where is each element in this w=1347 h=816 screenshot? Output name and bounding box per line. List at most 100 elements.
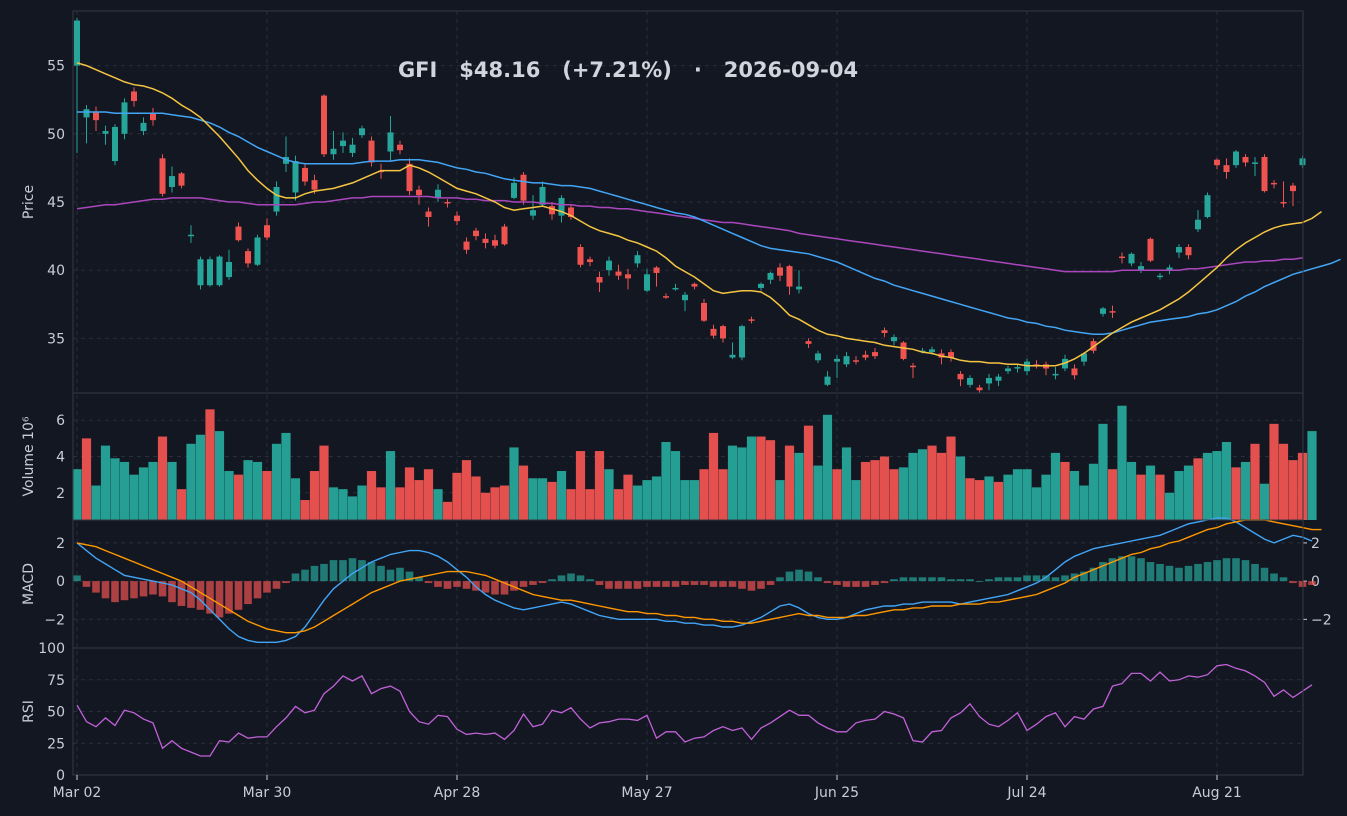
macd-histogram-bar [700, 581, 708, 585]
macd-histogram-bar [633, 581, 642, 589]
volume-bar [775, 480, 785, 520]
volume-bar [1003, 474, 1013, 520]
macd-histogram-bar [595, 581, 604, 585]
rsi-line [76, 663, 1313, 757]
candle-body [349, 144, 356, 153]
candle-body [121, 102, 128, 134]
candle-body [102, 131, 109, 134]
price-axis-tick-label: 50 [47, 127, 65, 143]
rsi-axis-tick-label: 50 [47, 705, 65, 721]
volume-bar [414, 480, 424, 520]
candle-body [425, 211, 432, 218]
macd-axis-tick-label: 0 [56, 574, 65, 590]
candle-body [520, 174, 527, 201]
volume-bar [936, 452, 947, 520]
candle-body [169, 176, 175, 187]
candle-body [587, 259, 593, 263]
macd-histogram-bar [1289, 581, 1297, 584]
macd-histogram-bar [576, 575, 585, 582]
macd-histogram-bar [975, 581, 984, 582]
volume-bar [547, 481, 557, 520]
candle-body [463, 241, 470, 250]
candle-body [1252, 162, 1258, 164]
price-axis-tick-label: 55 [47, 59, 65, 75]
macd-histogram-bar [652, 581, 661, 587]
macd-histogram-bar [671, 581, 680, 587]
candle-body [492, 240, 498, 246]
macd-histogram-bar [1061, 575, 1069, 582]
candle-body [416, 189, 422, 196]
volume-bar [1269, 423, 1279, 520]
rsi-axis-label: RSI [21, 700, 37, 723]
macd-histogram-bar [215, 581, 224, 618]
volume-bar [632, 485, 643, 520]
macd-histogram-bar [529, 581, 537, 585]
candle-body [245, 251, 251, 264]
volume-bar [110, 458, 120, 520]
candle-body [682, 294, 688, 301]
macd-histogram-bar [1089, 567, 1098, 582]
macd-histogram-bar [453, 581, 461, 587]
candle-body [1138, 266, 1144, 271]
candle-body [834, 358, 840, 362]
volume-bar [965, 478, 975, 520]
macd-histogram-bar [424, 581, 433, 584]
macd-histogram-bar [92, 581, 100, 593]
volume-bar [1250, 443, 1260, 520]
volume-bar [556, 471, 567, 520]
volume-bar [1022, 469, 1032, 520]
volume-bar [319, 445, 329, 520]
candle-body [625, 274, 631, 279]
macd-histogram-bar [852, 581, 860, 587]
candle-body [501, 226, 508, 245]
volume-bar [423, 469, 434, 520]
volume-bar [1098, 423, 1108, 520]
candle-body [701, 302, 707, 321]
macd-histogram-bar [1270, 573, 1278, 582]
candle-body [786, 266, 793, 287]
macd-histogram-bar [1127, 556, 1136, 582]
x-tick-label: Apr 28 [434, 785, 480, 801]
volume-bar [224, 471, 234, 520]
volume-bar [1221, 441, 1232, 520]
candle-body [226, 262, 232, 278]
candle-body [634, 255, 641, 264]
volume-bar [252, 461, 263, 520]
macd-histogram-bar [1175, 567, 1183, 582]
volume-bar [195, 434, 206, 520]
macd-histogram-bar [861, 581, 870, 587]
candle-body [150, 113, 156, 121]
volume-bar [604, 469, 614, 520]
candle-body [815, 353, 821, 361]
volume-bar [1050, 452, 1061, 520]
candle-body [796, 286, 802, 290]
macd-histogram-bar [158, 581, 167, 597]
x-tick-label: Mar 30 [243, 785, 292, 801]
macd-histogram-bar [804, 571, 813, 582]
volume-bar [461, 460, 472, 520]
candle-body [1185, 247, 1192, 256]
volume-bar [309, 471, 320, 520]
volume-bar [623, 474, 633, 520]
volume-bar [670, 451, 681, 520]
candle-body [530, 210, 536, 216]
volume-bar [756, 436, 766, 520]
volume-bar [290, 478, 301, 520]
macd-histogram-bar [538, 581, 547, 584]
macd-histogram-bar [947, 579, 955, 582]
candle-body [235, 226, 242, 241]
candle-body [1071, 368, 1078, 376]
candle-body [739, 326, 745, 358]
macd-histogram-bar [1118, 556, 1126, 582]
volume-bar [1041, 474, 1051, 520]
macd-histogram-bar [510, 581, 518, 591]
macd-histogram-bar [434, 581, 442, 587]
volume-bar [661, 441, 671, 520]
volume-bar [1240, 461, 1251, 520]
candle-body [178, 173, 185, 186]
candle-body [710, 328, 717, 336]
candle-body [1100, 308, 1106, 314]
volume-bar [1060, 461, 1070, 520]
candle-body [207, 259, 213, 286]
